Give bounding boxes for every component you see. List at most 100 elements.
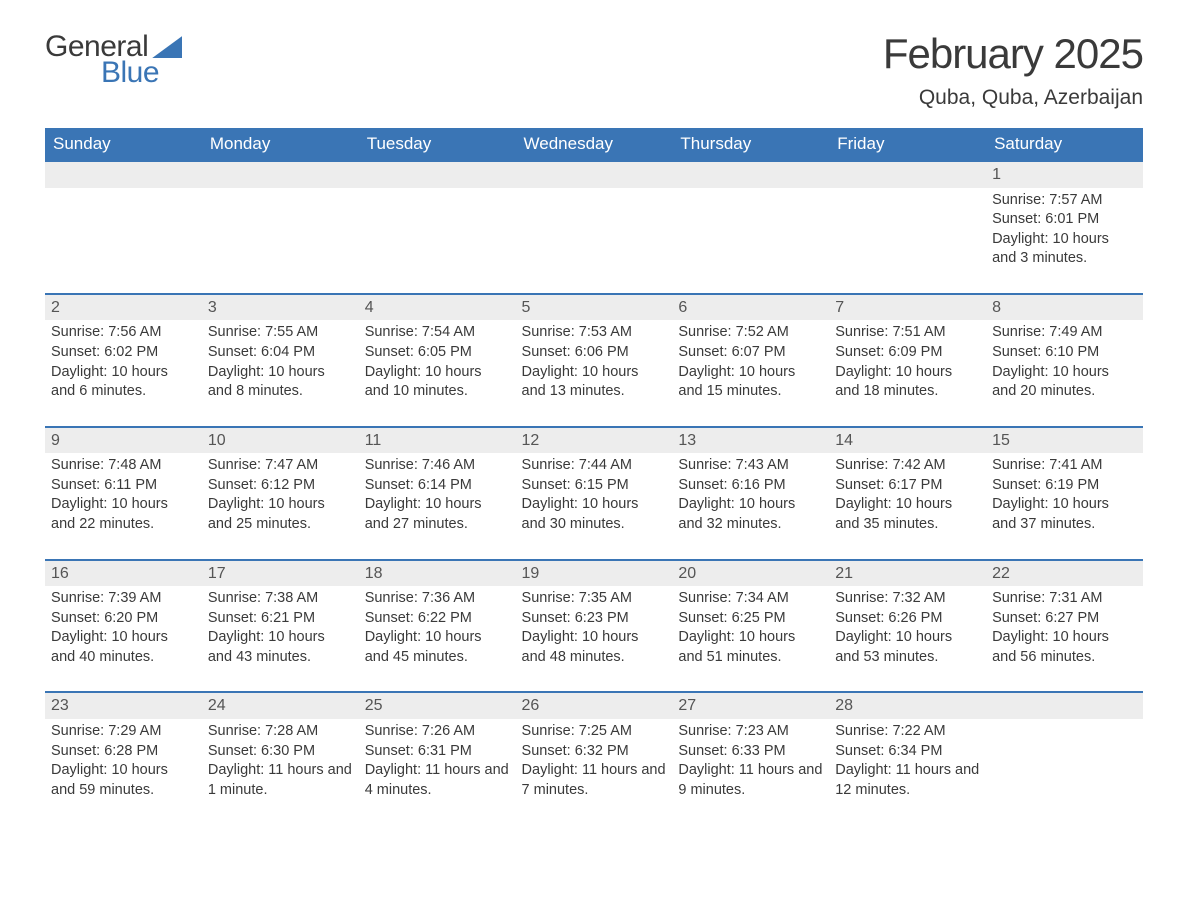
calendar-day-cell: 2Sunrise: 7:56 AMSunset: 6:02 PMDaylight…	[45, 294, 202, 427]
day-header: Monday	[202, 128, 359, 161]
day-number: 5	[516, 295, 673, 321]
day-number: 22	[986, 561, 1143, 587]
day-sunset: Sunset: 6:20 PM	[51, 609, 196, 629]
day-daylight: Daylight: 11 hours and 1 minute.	[208, 761, 353, 800]
day-sunset: Sunset: 6:01 PM	[992, 210, 1137, 230]
day-sunset: Sunset: 6:30 PM	[208, 742, 353, 762]
day-sunset: Sunset: 6:33 PM	[678, 742, 823, 762]
day-number: 3	[202, 295, 359, 321]
day-header: Sunday	[45, 128, 202, 161]
day-sunrise: Sunrise: 7:42 AM	[835, 456, 980, 476]
day-sunset: Sunset: 6:04 PM	[208, 343, 353, 363]
day-sunrise: Sunrise: 7:25 AM	[522, 722, 667, 742]
calendar-day-cell: 25Sunrise: 7:26 AMSunset: 6:31 PMDayligh…	[359, 692, 516, 824]
page-header: General Blue February 2025 Quba, Quba, A…	[45, 30, 1143, 110]
day-sunrise: Sunrise: 7:48 AM	[51, 456, 196, 476]
day-sunrise: Sunrise: 7:54 AM	[365, 323, 510, 343]
day-sunset: Sunset: 6:02 PM	[51, 343, 196, 363]
day-daylight: Daylight: 10 hours and 40 minutes.	[51, 628, 196, 667]
day-number: 4	[359, 295, 516, 321]
day-sunset: Sunset: 6:34 PM	[835, 742, 980, 762]
day-sunset: Sunset: 6:22 PM	[365, 609, 510, 629]
day-daylight: Daylight: 10 hours and 53 minutes.	[835, 628, 980, 667]
day-daylight: Daylight: 10 hours and 43 minutes.	[208, 628, 353, 667]
calendar-day-cell: 10Sunrise: 7:47 AMSunset: 6:12 PMDayligh…	[202, 427, 359, 560]
day-sunrise: Sunrise: 7:29 AM	[51, 722, 196, 742]
day-sunrise: Sunrise: 7:53 AM	[522, 323, 667, 343]
location-label: Quba, Quba, Azerbaijan	[883, 86, 1143, 110]
day-sunset: Sunset: 6:09 PM	[835, 343, 980, 363]
day-daylight: Daylight: 10 hours and 10 minutes.	[365, 363, 510, 402]
calendar-day-cell: 26Sunrise: 7:25 AMSunset: 6:32 PMDayligh…	[516, 692, 673, 824]
calendar-day-cell: 5Sunrise: 7:53 AMSunset: 6:06 PMDaylight…	[516, 294, 673, 427]
calendar-empty-cell	[986, 692, 1143, 824]
calendar-day-cell: 4Sunrise: 7:54 AMSunset: 6:05 PMDaylight…	[359, 294, 516, 427]
calendar-empty-cell	[359, 161, 516, 294]
day-number	[672, 162, 829, 188]
day-daylight: Daylight: 10 hours and 48 minutes.	[522, 628, 667, 667]
calendar-day-cell: 16Sunrise: 7:39 AMSunset: 6:20 PMDayligh…	[45, 560, 202, 693]
calendar-week-row: 9Sunrise: 7:48 AMSunset: 6:11 PMDaylight…	[45, 427, 1143, 560]
day-number: 28	[829, 693, 986, 719]
month-title: February 2025	[883, 30, 1143, 78]
day-number: 14	[829, 428, 986, 454]
day-number: 19	[516, 561, 673, 587]
day-daylight: Daylight: 10 hours and 20 minutes.	[992, 363, 1137, 402]
day-number: 9	[45, 428, 202, 454]
day-daylight: Daylight: 11 hours and 9 minutes.	[678, 761, 823, 800]
calendar-week-row: 2Sunrise: 7:56 AMSunset: 6:02 PMDaylight…	[45, 294, 1143, 427]
day-sunset: Sunset: 6:17 PM	[835, 476, 980, 496]
day-sunrise: Sunrise: 7:26 AM	[365, 722, 510, 742]
day-number: 26	[516, 693, 673, 719]
calendar-day-cell: 15Sunrise: 7:41 AMSunset: 6:19 PMDayligh…	[986, 427, 1143, 560]
day-number: 27	[672, 693, 829, 719]
day-daylight: Daylight: 10 hours and 56 minutes.	[992, 628, 1137, 667]
day-sunrise: Sunrise: 7:47 AM	[208, 456, 353, 476]
day-number: 7	[829, 295, 986, 321]
calendar-day-cell: 18Sunrise: 7:36 AMSunset: 6:22 PMDayligh…	[359, 560, 516, 693]
day-header: Wednesday	[516, 128, 673, 161]
calendar-empty-cell	[202, 161, 359, 294]
day-sunset: Sunset: 6:07 PM	[678, 343, 823, 363]
day-sunrise: Sunrise: 7:43 AM	[678, 456, 823, 476]
day-sunset: Sunset: 6:31 PM	[365, 742, 510, 762]
calendar-day-cell: 13Sunrise: 7:43 AMSunset: 6:16 PMDayligh…	[672, 427, 829, 560]
day-daylight: Daylight: 10 hours and 59 minutes.	[51, 761, 196, 800]
day-sunset: Sunset: 6:21 PM	[208, 609, 353, 629]
day-number: 1	[986, 162, 1143, 188]
day-sunset: Sunset: 6:28 PM	[51, 742, 196, 762]
calendar-day-cell: 23Sunrise: 7:29 AMSunset: 6:28 PMDayligh…	[45, 692, 202, 824]
day-daylight: Daylight: 10 hours and 25 minutes.	[208, 495, 353, 534]
day-sunrise: Sunrise: 7:31 AM	[992, 589, 1137, 609]
day-daylight: Daylight: 11 hours and 12 minutes.	[835, 761, 980, 800]
day-sunrise: Sunrise: 7:46 AM	[365, 456, 510, 476]
day-sunrise: Sunrise: 7:41 AM	[992, 456, 1137, 476]
calendar-week-row: 1Sunrise: 7:57 AMSunset: 6:01 PMDaylight…	[45, 161, 1143, 294]
title-block: February 2025 Quba, Quba, Azerbaijan	[883, 30, 1143, 110]
day-sunset: Sunset: 6:16 PM	[678, 476, 823, 496]
day-number	[359, 162, 516, 188]
day-daylight: Daylight: 10 hours and 8 minutes.	[208, 363, 353, 402]
day-number: 17	[202, 561, 359, 587]
day-number: 18	[359, 561, 516, 587]
day-daylight: Daylight: 10 hours and 13 minutes.	[522, 363, 667, 402]
calendar-day-cell: 19Sunrise: 7:35 AMSunset: 6:23 PMDayligh…	[516, 560, 673, 693]
calendar-empty-cell	[516, 161, 673, 294]
day-number: 11	[359, 428, 516, 454]
day-sunrise: Sunrise: 7:35 AM	[522, 589, 667, 609]
calendar-day-cell: 9Sunrise: 7:48 AMSunset: 6:11 PMDaylight…	[45, 427, 202, 560]
brand-line2: Blue	[101, 56, 182, 90]
day-number: 24	[202, 693, 359, 719]
day-sunrise: Sunrise: 7:28 AM	[208, 722, 353, 742]
day-sunrise: Sunrise: 7:23 AM	[678, 722, 823, 742]
day-daylight: Daylight: 10 hours and 51 minutes.	[678, 628, 823, 667]
day-number: 25	[359, 693, 516, 719]
day-daylight: Daylight: 10 hours and 30 minutes.	[522, 495, 667, 534]
calendar-empty-cell	[45, 161, 202, 294]
day-header: Tuesday	[359, 128, 516, 161]
calendar-day-cell: 6Sunrise: 7:52 AMSunset: 6:07 PMDaylight…	[672, 294, 829, 427]
day-sunrise: Sunrise: 7:44 AM	[522, 456, 667, 476]
calendar-day-cell: 28Sunrise: 7:22 AMSunset: 6:34 PMDayligh…	[829, 692, 986, 824]
calendar-day-cell: 11Sunrise: 7:46 AMSunset: 6:14 PMDayligh…	[359, 427, 516, 560]
day-sunset: Sunset: 6:12 PM	[208, 476, 353, 496]
